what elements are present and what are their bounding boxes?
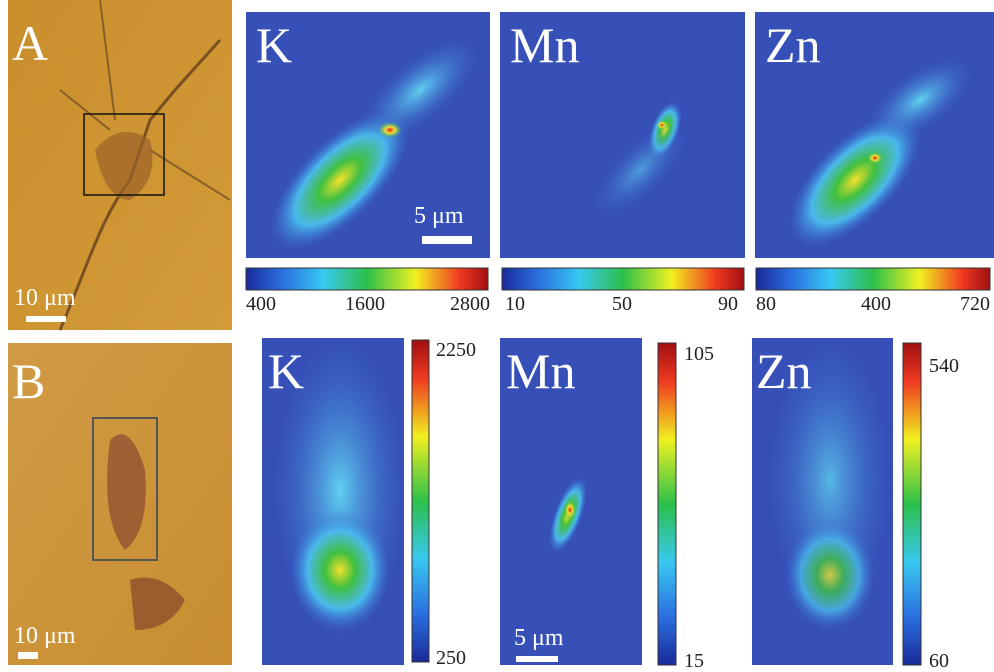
- element-label: Mn: [506, 343, 575, 399]
- colorbar-tick: 60: [929, 650, 949, 672]
- scale-bar-label: 10 μm: [14, 285, 76, 311]
- element-label: K: [268, 343, 304, 399]
- colorbar-k-a: 400 1600 2800: [245, 267, 490, 315]
- scale-bar-label: 5 μm: [514, 625, 564, 651]
- scale-bar-label: 10 μm: [14, 623, 76, 649]
- colorbar-mn-a: 10 50 90: [501, 267, 745, 315]
- map-k-a: K 5 μm: [246, 12, 490, 258]
- colorbar-mn-b: 105 15: [657, 342, 714, 672]
- colorbar-tick: 80: [756, 293, 776, 315]
- photo-b: B 10 μm: [8, 343, 232, 665]
- colorbar-tick: 540: [929, 355, 959, 377]
- scale-bar-label: 5 μm: [414, 203, 464, 229]
- colorbar-tick: 2800: [450, 293, 490, 315]
- colorbar-tick: 720: [960, 293, 990, 315]
- element-label: Zn: [765, 17, 821, 73]
- element-label: Mn: [510, 17, 579, 73]
- map-k-b: K: [262, 338, 405, 665]
- map-zn-a: Zn: [755, 12, 994, 258]
- element-label: Zn: [756, 343, 812, 399]
- panel-label: B: [12, 353, 45, 409]
- colorbar-tick: 400: [861, 293, 891, 315]
- colorbar-k-b: 2250 250: [411, 339, 476, 669]
- colorbar-tick: 15: [684, 650, 704, 672]
- colorbar-tick: 2250: [436, 339, 476, 361]
- colorbar-tick: 400: [246, 293, 276, 315]
- colorbar-zn-a: 80 400 720: [755, 267, 991, 315]
- panel-label: A: [12, 15, 48, 71]
- colorbar-tick: 10: [505, 293, 525, 315]
- colorbar-tick: 250: [436, 647, 466, 669]
- photo-a: A 10 μm: [8, 0, 232, 331]
- colorbar-tick: 1600: [345, 293, 385, 315]
- colorbar-tick: 105: [684, 343, 714, 365]
- map-zn-b: Zn: [752, 338, 893, 665]
- map-mn-a: Mn: [500, 12, 745, 258]
- colorbar-zn-b: 540 60: [902, 342, 959, 672]
- element-label: K: [256, 17, 292, 73]
- colorbar-tick: 90: [718, 293, 738, 315]
- colorbar-tick: 50: [612, 293, 632, 315]
- map-mn-b: Mn 5 μm: [500, 338, 642, 665]
